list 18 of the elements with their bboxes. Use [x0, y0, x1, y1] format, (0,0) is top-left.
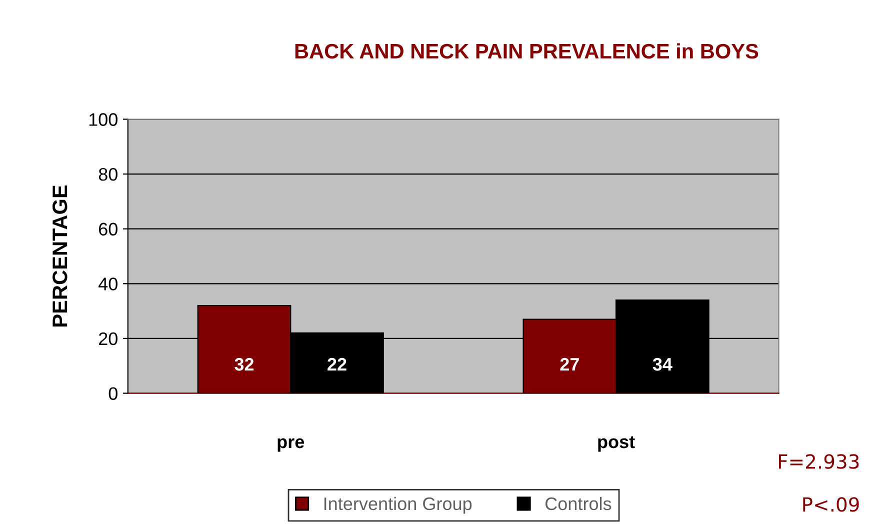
data-label: 34 [652, 358, 672, 371]
x-tick-label: post [598, 436, 635, 452]
y-axis-title: PERCENTAGE [52, 185, 68, 326]
legend-label: Controls [545, 496, 612, 510]
data-label: 27 [560, 358, 579, 371]
legend-label: Intervention Group [324, 496, 472, 514]
text: F=2.933 [778, 454, 859, 469]
text: P<.09 [803, 497, 859, 512]
y-tick-label: 100 [89, 113, 118, 126]
y-tick-label: 20 [99, 332, 118, 346]
x-tick-label: pre [278, 438, 304, 452]
chart-title: BACK AND NECK PAIN PREVALENCE in BOYS [295, 43, 758, 59]
y-tick-label: 60 [99, 222, 118, 236]
data-label: 32 [234, 358, 254, 371]
y-tick-label: 40 [98, 278, 118, 290]
data-label: 22 [328, 358, 346, 371]
y-tick-label: 80 [98, 168, 118, 181]
y-tick-label: 0 [108, 387, 118, 400]
